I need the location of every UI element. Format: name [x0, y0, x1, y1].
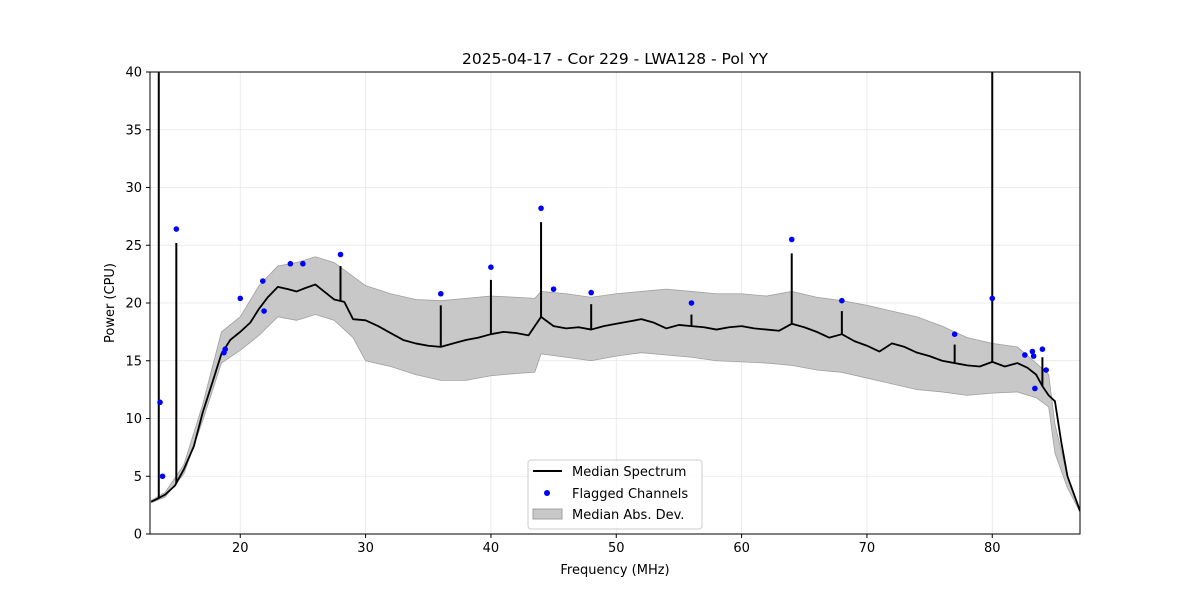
y-tick-label: 30	[125, 181, 142, 196]
x-axis-title: Frequency (MHz)	[560, 563, 669, 578]
flagged-channel-point	[287, 260, 294, 267]
flagged-channel-point	[550, 286, 557, 292]
flagged-channel-point	[989, 295, 996, 302]
legend-box	[527, 459, 703, 530]
plot-area	[150, 72, 1080, 513]
x-tick-label: 20	[232, 541, 249, 556]
flagged-channel-point	[261, 308, 267, 314]
flagged-channel-point	[260, 278, 266, 284]
legend-label-mad: Median Abs. Dev.	[572, 508, 684, 523]
flagged-channel-point	[1030, 353, 1037, 359]
y-tick-label: 15	[125, 354, 142, 369]
legend-mad-swatch	[532, 508, 563, 520]
x-tick-label: 60	[733, 541, 750, 556]
legend-flagged-swatch	[544, 490, 550, 496]
y-tick-label: 10	[125, 412, 142, 427]
y-tick-label: 5	[134, 470, 142, 485]
flagged-channel-point	[1032, 385, 1038, 392]
flagged-channel-point	[588, 289, 594, 296]
y-tick-label: 25	[125, 239, 142, 254]
y-tick-label: 35	[125, 123, 142, 138]
flagged-channel-point	[951, 331, 958, 337]
y-tick-label: 0	[134, 528, 142, 543]
x-tick-label: 70	[859, 541, 876, 556]
flagged-channel-point	[300, 260, 306, 267]
flagged-channel-point	[788, 236, 795, 243]
x-tick-label: 50	[608, 541, 625, 556]
flagged-channel-point	[839, 297, 845, 304]
flagged-channel-point	[237, 295, 244, 302]
legend: Median Spectrum Flagged Channels Median …	[527, 459, 703, 530]
flagged-channel-point	[1039, 346, 1046, 353]
flagged-channel-point	[157, 399, 163, 406]
flagged-channel-point	[437, 290, 444, 297]
flagged-channel-point	[1043, 367, 1049, 373]
x-tick-label: 40	[483, 541, 500, 556]
mad-band	[150, 256, 1080, 513]
flagged-channel-point	[488, 264, 494, 270]
x-tick-label: 30	[357, 541, 374, 556]
flagged-channel-point	[173, 226, 180, 232]
flagged-channel-point	[159, 473, 166, 480]
flagged-channel-point	[1022, 352, 1028, 358]
chart-title: 2025-04-17 - Cor 229 - LWA128 - Pol YY	[462, 50, 768, 68]
flagged-channel-point	[538, 205, 544, 212]
legend-label-flagged: Flagged Channels	[572, 487, 688, 502]
x-tick-label: 80	[984, 541, 1001, 556]
y-tick-label: 20	[125, 297, 142, 312]
flagged-channel-point	[337, 251, 344, 258]
y-tick-label: 40	[125, 66, 142, 81]
axes: 20 30 40 50 60 70 80 0 5 10 15 20 25 30 35 40	[125, 66, 1000, 557]
plot-series	[150, 72, 1080, 513]
flagged-channel-point	[222, 346, 228, 353]
y-axis-title: Power (CPU)	[103, 263, 118, 343]
flagged-channel-point	[688, 300, 695, 306]
flagged-channel-point	[1029, 348, 1036, 355]
legend-label-median: Median Spectrum	[572, 465, 686, 480]
